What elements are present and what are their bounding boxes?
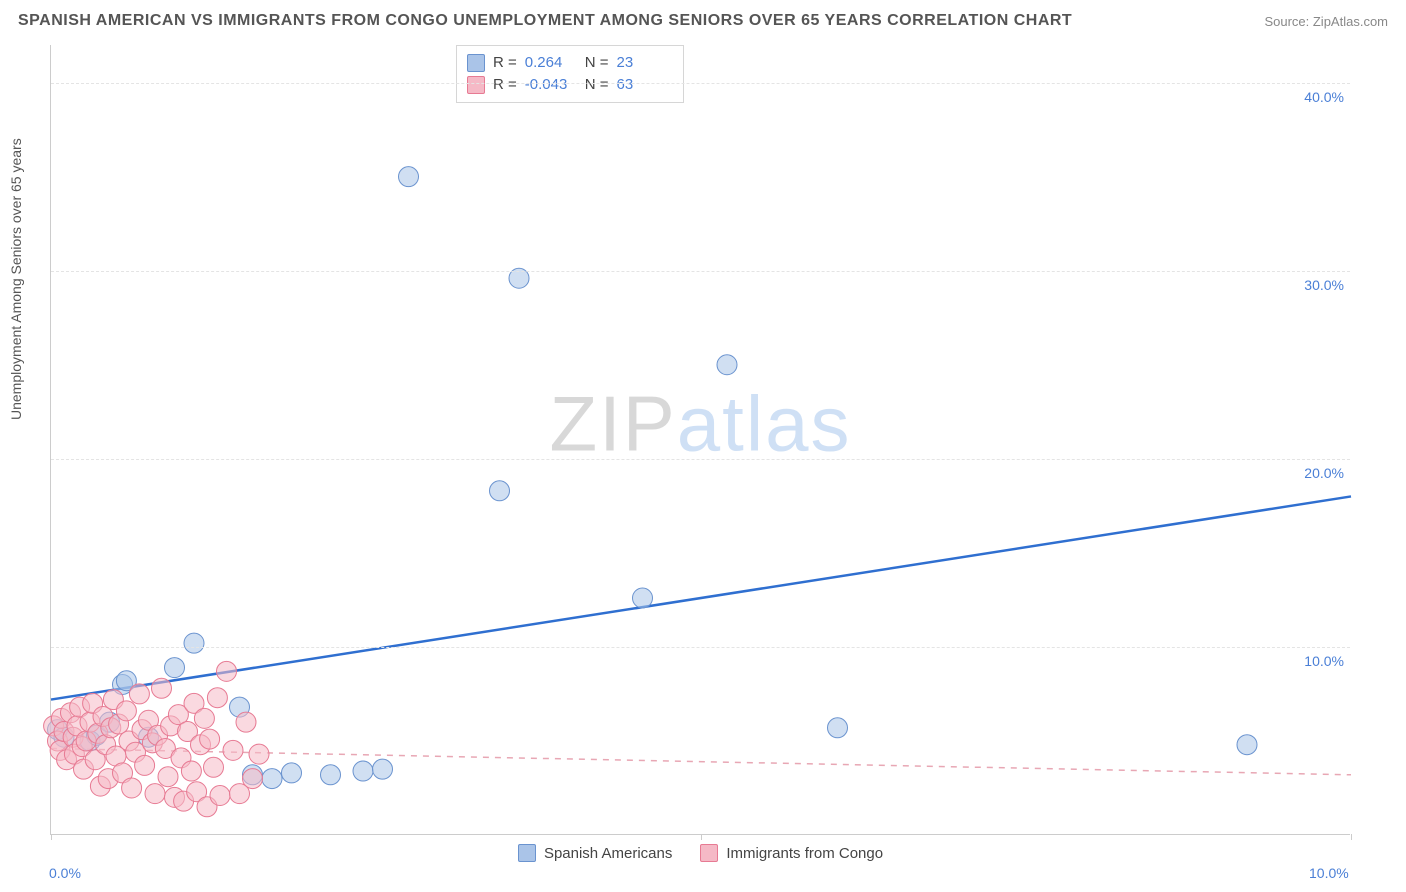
legend-item-b: Immigrants from Congo — [700, 844, 883, 862]
x-tick-label: 0.0% — [49, 865, 81, 881]
plot-area: ZIPatlas R = 0.264 N = 23 R = -0.043 N =… — [50, 45, 1350, 835]
data-point-immigrants_congo — [200, 729, 220, 749]
data-point-immigrants_congo — [243, 769, 263, 789]
data-point-spanish_americans — [633, 588, 653, 608]
data-point-immigrants_congo — [116, 701, 136, 721]
stats-row-series-b: R = -0.043 N = 63 — [467, 74, 669, 96]
n-label: N = — [585, 52, 609, 74]
r-value-a: 0.264 — [525, 52, 577, 74]
legend-swatch-b — [700, 844, 718, 862]
data-point-immigrants_congo — [152, 678, 172, 698]
chart-title: SPANISH AMERICAN VS IMMIGRANTS FROM CONG… — [18, 12, 1072, 30]
chart-svg — [51, 45, 1350, 834]
y-tick-label: 10.0% — [1304, 653, 1344, 669]
r-label: R = — [493, 52, 517, 74]
data-point-immigrants_congo — [223, 740, 243, 760]
regression-line-spanish_americans — [51, 496, 1351, 699]
data-point-immigrants_congo — [217, 661, 237, 681]
r-value-b: -0.043 — [525, 74, 577, 96]
n-value-b: 63 — [617, 74, 669, 96]
data-point-immigrants_congo — [145, 784, 165, 804]
bottom-legend: Spanish Americans Immigrants from Congo — [51, 844, 1350, 862]
stats-row-series-a: R = 0.264 N = 23 — [467, 52, 669, 74]
data-point-spanish_americans — [184, 633, 204, 653]
swatch-series-b — [467, 76, 485, 94]
legend-label-a: Spanish Americans — [544, 845, 672, 862]
legend-label-b: Immigrants from Congo — [726, 845, 883, 862]
data-point-immigrants_congo — [249, 744, 269, 764]
data-point-spanish_americans — [399, 167, 419, 187]
swatch-series-a — [467, 54, 485, 72]
data-point-spanish_americans — [490, 481, 510, 501]
data-point-immigrants_congo — [204, 757, 224, 777]
x-tick-label: 10.0% — [1309, 865, 1349, 881]
y-tick-label: 20.0% — [1304, 465, 1344, 481]
data-point-spanish_americans — [373, 759, 393, 779]
data-point-immigrants_congo — [122, 778, 142, 798]
y-axis-label: Unemployment Among Seniors over 65 years — [8, 138, 24, 420]
data-point-spanish_americans — [717, 355, 737, 375]
source-label: Source: ZipAtlas.com — [1264, 14, 1388, 29]
stats-legend-box: R = 0.264 N = 23 R = -0.043 N = 63 — [456, 45, 684, 103]
y-tick-label: 30.0% — [1304, 277, 1344, 293]
data-point-spanish_americans — [1237, 735, 1257, 755]
data-point-spanish_americans — [262, 769, 282, 789]
data-point-spanish_americans — [282, 763, 302, 783]
data-point-spanish_americans — [165, 658, 185, 678]
data-point-immigrants_congo — [236, 712, 256, 732]
data-point-immigrants_congo — [194, 708, 214, 728]
y-tick-label: 40.0% — [1304, 89, 1344, 105]
legend-item-a: Spanish Americans — [518, 844, 672, 862]
n-label: N = — [585, 74, 609, 96]
n-value-a: 23 — [617, 52, 669, 74]
data-point-immigrants_congo — [135, 755, 155, 775]
data-point-immigrants_congo — [181, 761, 201, 781]
data-point-spanish_americans — [828, 718, 848, 738]
data-point-immigrants_congo — [158, 767, 178, 787]
r-label: R = — [493, 74, 517, 96]
data-point-spanish_americans — [353, 761, 373, 781]
data-point-spanish_americans — [321, 765, 341, 785]
legend-swatch-a — [518, 844, 536, 862]
data-point-immigrants_congo — [207, 688, 227, 708]
data-point-immigrants_congo — [129, 684, 149, 704]
data-point-immigrants_congo — [210, 786, 230, 806]
